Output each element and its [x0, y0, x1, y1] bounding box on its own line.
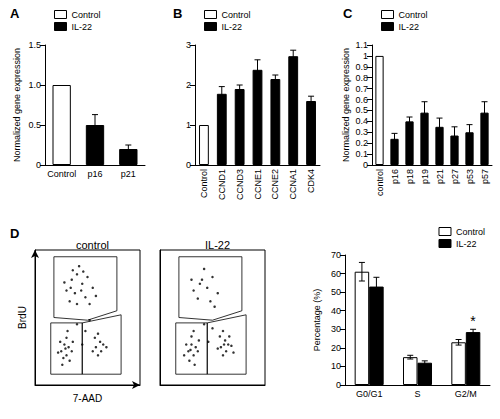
svg-text:G0/G1: G0/G1 [356, 389, 383, 399]
svg-text:CCNE2: CCNE2 [270, 169, 280, 200]
svg-text:Control: Control [399, 10, 428, 20]
svg-text:10: 10 [331, 361, 341, 371]
svg-text:3: 3 [186, 40, 191, 50]
svg-text:Normalized gene expression: Normalized gene expression [12, 48, 22, 162]
svg-text:Control: Control [47, 169, 76, 179]
svg-text:Control: Control [456, 227, 485, 237]
svg-text:1.1: 1.1 [355, 40, 368, 50]
svg-text:CCND1: CCND1 [217, 169, 227, 200]
svg-text:2: 2 [186, 80, 191, 90]
svg-text:IL-22: IL-22 [205, 239, 230, 251]
svg-text:IL-22: IL-22 [399, 22, 420, 32]
svg-text:p16: p16 [390, 169, 400, 184]
svg-text:p19: p19 [420, 169, 430, 184]
svg-text:1.0: 1.0 [28, 80, 41, 90]
svg-text:Control: Control [72, 10, 101, 20]
svg-text:0.6: 0.6 [355, 95, 368, 105]
svg-text:0.5: 0.5 [28, 120, 41, 130]
svg-text:7-AAD: 7-AAD [73, 393, 102, 404]
svg-text:1: 1 [363, 51, 368, 61]
svg-text:S: S [414, 389, 420, 399]
svg-text:Percentage (%): Percentage (%) [312, 289, 322, 352]
svg-text:20: 20 [331, 343, 341, 353]
svg-text:IL-22: IL-22 [222, 22, 243, 32]
svg-text:D: D [10, 226, 19, 241]
svg-text:A: A [10, 6, 20, 21]
svg-text:CCND3: CCND3 [235, 169, 245, 200]
svg-text:control: control [76, 239, 109, 251]
svg-text:p57: p57 [480, 169, 490, 184]
svg-text:30: 30 [331, 324, 341, 334]
svg-text:CCNE1: CCNE1 [253, 169, 263, 200]
svg-text:0: 0 [36, 160, 41, 170]
svg-text:0: 0 [336, 380, 341, 390]
svg-text:G2/M: G2/M [455, 389, 477, 399]
svg-text:C: C [343, 6, 353, 21]
svg-text:50: 50 [331, 287, 341, 297]
svg-text:Control: Control [222, 10, 251, 20]
svg-text:1.5: 1.5 [28, 40, 41, 50]
svg-text:CCNA1: CCNA1 [288, 169, 298, 200]
svg-text:70: 70 [331, 250, 341, 260]
svg-text:Normalized gene expression: Normalized gene expression [341, 48, 351, 162]
svg-text:0.4: 0.4 [355, 116, 368, 126]
svg-text:control: control [375, 169, 385, 196]
svg-text:1: 1 [186, 120, 191, 130]
svg-text:0: 0 [186, 160, 191, 170]
svg-text:BrdU: BrdU [17, 306, 28, 329]
svg-text:p16: p16 [87, 169, 102, 179]
svg-text:IL-22: IL-22 [72, 22, 93, 32]
svg-text:p21: p21 [121, 169, 136, 179]
svg-text:0: 0 [363, 160, 368, 170]
svg-text:p53: p53 [465, 169, 475, 184]
svg-text:p21: p21 [435, 169, 445, 184]
svg-text:0.9: 0.9 [355, 62, 368, 72]
svg-text:0.1: 0.1 [355, 149, 368, 159]
svg-text:p18: p18 [405, 169, 415, 184]
svg-text:60: 60 [331, 269, 341, 279]
svg-text:0.2: 0.2 [355, 138, 368, 148]
svg-text:40: 40 [331, 306, 341, 316]
svg-text:*: * [470, 313, 476, 329]
svg-text:CDK4: CDK4 [306, 169, 316, 193]
svg-text:0.7: 0.7 [355, 84, 368, 94]
svg-text:0.5: 0.5 [355, 105, 368, 115]
svg-text:Control: Control [199, 169, 209, 198]
svg-text:0.3: 0.3 [355, 127, 368, 137]
svg-text:0.8: 0.8 [355, 73, 368, 83]
svg-text:p27: p27 [450, 169, 460, 184]
svg-text:B: B [173, 6, 182, 21]
svg-text:IL-22: IL-22 [456, 239, 477, 249]
